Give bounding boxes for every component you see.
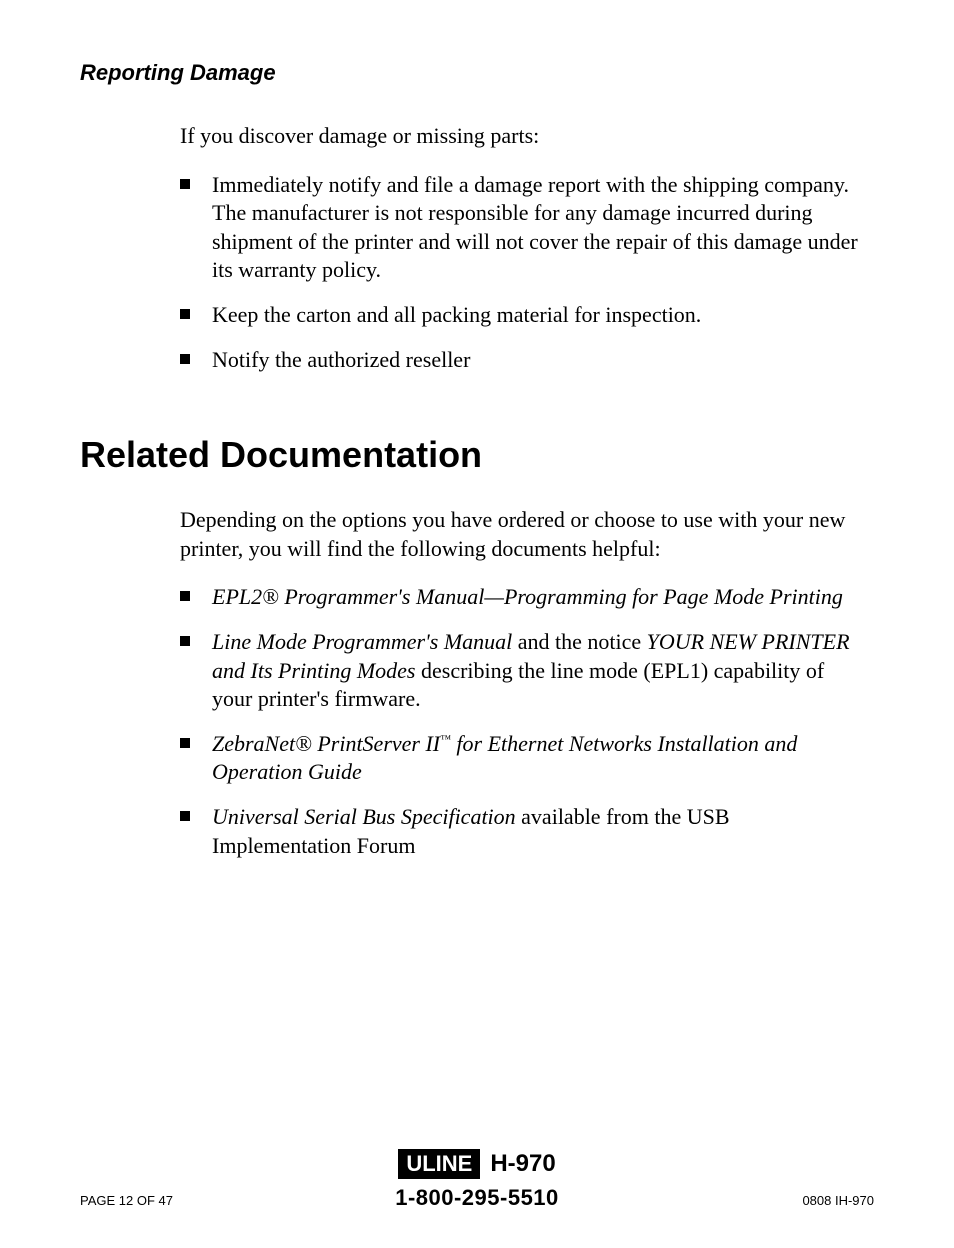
footer-logo-line: ULINE H-970 (80, 1149, 874, 1179)
intro-paragraph-2: Depending on the options you have ordere… (180, 506, 864, 563)
list-item: ZebraNet® PrintServer II™ for Ethernet N… (180, 730, 864, 787)
page-number: PAGE 12 OF 47 (80, 1193, 173, 1208)
heading-related-documentation: Related Documentation (80, 434, 874, 476)
list-item: EPL2® Programmer's Manual—Programming fo… (180, 583, 864, 612)
damage-steps-list: Immediately notify and file a damage rep… (180, 171, 864, 375)
related-docs-list: EPL2® Programmer's Manual—Programming fo… (180, 583, 864, 860)
doc-title: EPL2® Programmer's Manual—Programming fo… (212, 584, 843, 609)
subheading-reporting-damage: Reporting Damage (80, 60, 874, 86)
document-id: 0808 IH-970 (802, 1193, 874, 1208)
doc-title: Line Mode Programmer's Manual (212, 629, 512, 654)
list-item: Keep the carton and all packing material… (180, 301, 864, 330)
doc-title: ZebraNet® PrintServer II™ for Ethernet N… (212, 731, 797, 785)
section-reporting-damage-body: If you discover damage or missing parts:… (180, 122, 864, 374)
text: and the notice (512, 629, 646, 654)
list-item: Universal Serial Bus Specification avail… (180, 803, 864, 860)
list-item: Notify the authorized reseller (180, 346, 864, 375)
uline-logo: ULINE (398, 1149, 480, 1179)
text: ZebraNet® PrintServer II (212, 731, 440, 756)
list-item: Line Mode Programmer's Manual and the no… (180, 628, 864, 714)
intro-paragraph-1: If you discover damage or missing parts: (180, 122, 864, 151)
trademark-symbol: ™ (440, 733, 451, 745)
section-related-documentation-body: Depending on the options you have ordere… (180, 506, 864, 860)
page-footer: ULINE H-970 1-800-295-5510 PAGE 12 OF 47… (80, 1149, 874, 1208)
list-item: Immediately notify and file a damage rep… (180, 171, 864, 285)
sku-label: H-970 (490, 1150, 555, 1178)
doc-title: Universal Serial Bus Specification (212, 804, 516, 829)
